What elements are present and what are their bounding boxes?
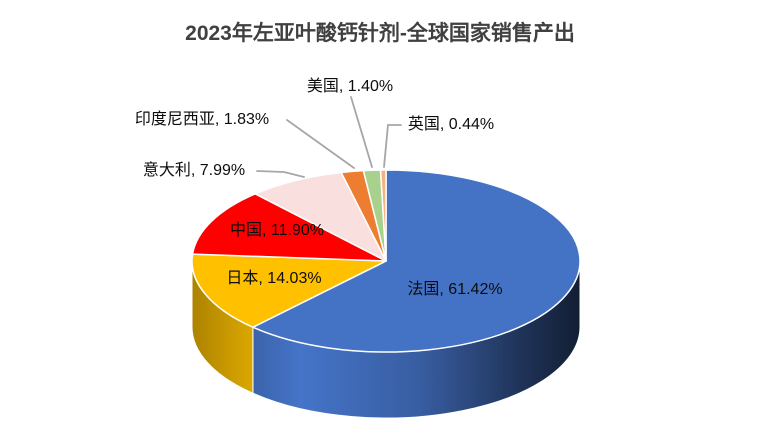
pie-slice-意大利	[254, 171, 387, 262]
chart-title: 2023年左亚叶酸钙针剂-全球国家销售产出	[185, 22, 575, 45]
pie-slice-英国	[379, 169, 387, 262]
leader-line-意大利	[256, 170, 305, 178]
leader-line-印度尼西亚	[286, 119, 355, 169]
leader-line-英国	[383, 124, 402, 168]
pie-slice-法国	[252, 169, 581, 353]
leader-line-美国	[350, 96, 373, 168]
pie-slice-日本	[191, 253, 387, 328]
pie-slice-中国	[191, 193, 387, 262]
